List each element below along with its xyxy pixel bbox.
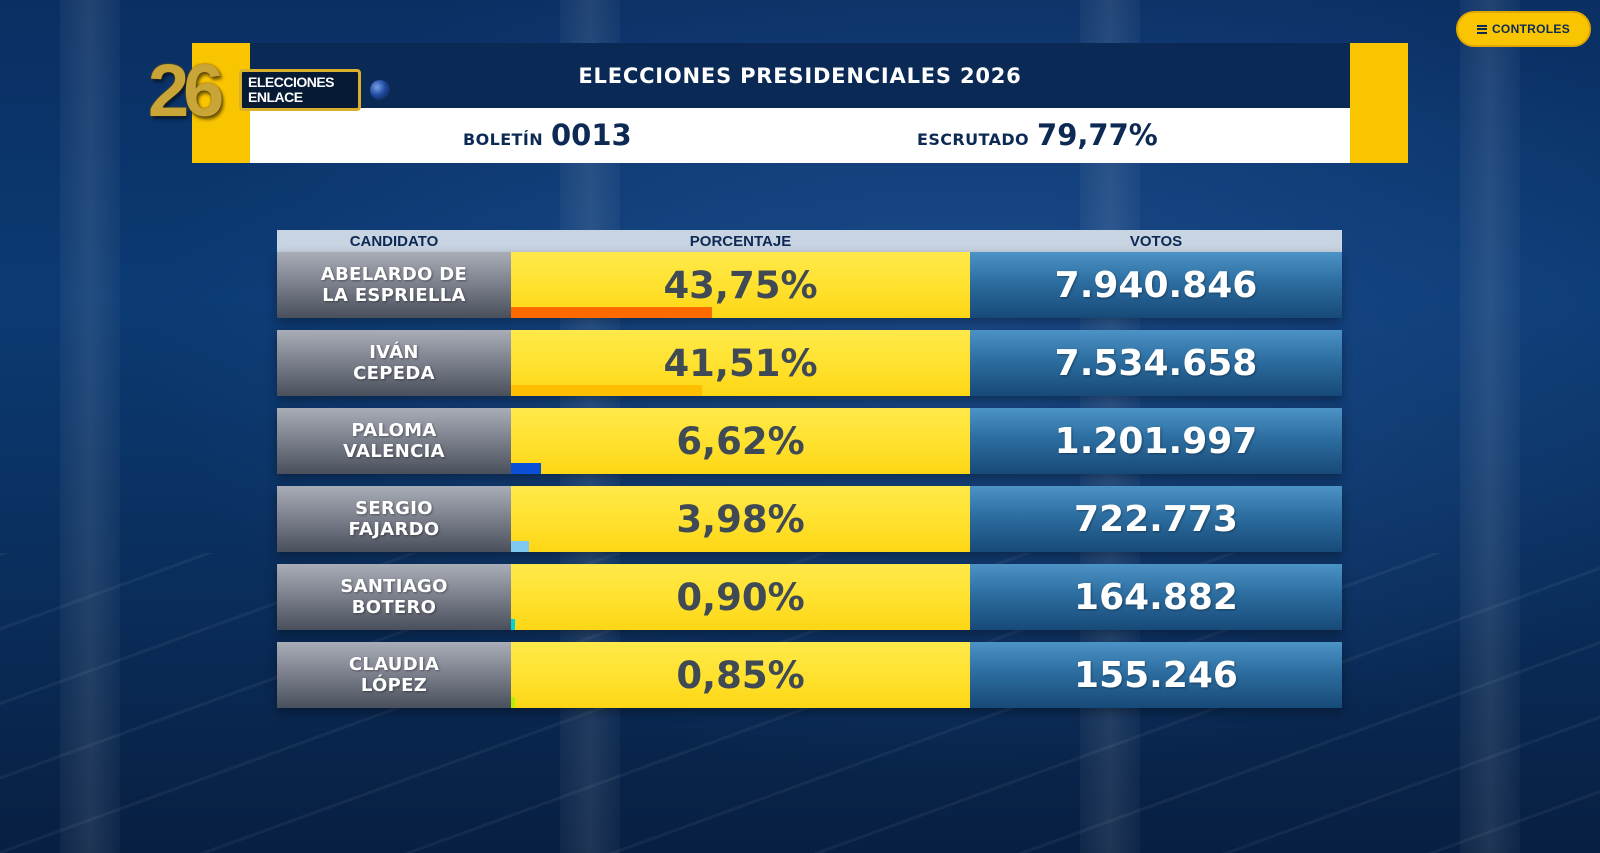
percentage-bar bbox=[511, 385, 702, 396]
logo-text-box: ELECCIONES ENLACE bbox=[239, 69, 361, 111]
escrutado-value: 79,77% bbox=[1037, 118, 1158, 152]
votes-value: 7.534.658 bbox=[970, 330, 1342, 396]
percentage-value: 43,75% bbox=[663, 264, 818, 307]
boletin-label: BOLETÍN bbox=[463, 130, 543, 149]
percentage-cell: 3,98% bbox=[511, 486, 970, 552]
logo-globe-icon bbox=[370, 80, 390, 100]
escrutado-label: ESCRUTADO bbox=[917, 130, 1030, 149]
percentage-cell: 0,90% bbox=[511, 564, 970, 630]
percentage-bar bbox=[511, 307, 712, 318]
table-row: PALOMA VALENCIA 6,62% 1.201.997 bbox=[277, 408, 1342, 474]
candidate-name: SERGIO FAJARDO bbox=[277, 486, 511, 552]
candidate-name: PALOMA VALENCIA bbox=[277, 408, 511, 474]
percentage-value: 0,90% bbox=[676, 576, 805, 619]
table-row: ABELARDO DE LA ESPRIELLA 43,75% 7.940.84… bbox=[277, 252, 1342, 318]
controls-button[interactable]: CONTROLES bbox=[1456, 11, 1591, 47]
page-title: ELECCIONES PRESIDENCIALES 2026 bbox=[250, 43, 1350, 108]
percentage-bar bbox=[511, 463, 542, 474]
logo-line1: ELECCIONES bbox=[248, 74, 335, 90]
results-table-header: CANDIDATO PORCENTAJE VOTOS bbox=[277, 230, 1342, 252]
votes-value: 722.773 bbox=[970, 486, 1342, 552]
boletin-info: BOLETÍN 0013 bbox=[463, 108, 632, 163]
candidate-name-line2: FAJARDO bbox=[348, 519, 440, 540]
logo-number: 26 bbox=[148, 49, 224, 132]
candidate-name-line2: LA ESPRIELLA bbox=[322, 285, 466, 306]
controls-button-label: CONTROLES bbox=[1491, 22, 1571, 36]
table-row: SANTIAGO BOTERO 0,90% 164.882 bbox=[277, 564, 1342, 630]
candidate-name-line2: BOTERO bbox=[351, 597, 437, 618]
candidate-name: ABELARDO DE LA ESPRIELLA bbox=[277, 252, 511, 318]
candidate-name-line1: IVÁN bbox=[369, 342, 419, 363]
percentage-value: 41,51% bbox=[663, 342, 818, 385]
table-row: SERGIO FAJARDO 3,98% 722.773 bbox=[277, 486, 1342, 552]
logo: 26 ELECCIONES ENLACE bbox=[148, 52, 398, 130]
votes-value: 1.201.997 bbox=[970, 408, 1342, 474]
percentage-cell: 43,75% bbox=[511, 252, 970, 318]
candidate-name-line1: PALOMA bbox=[351, 420, 437, 441]
column-header-candidato: CANDIDATO bbox=[349, 233, 439, 250]
percentage-bar bbox=[511, 619, 516, 630]
percentage-bar bbox=[511, 541, 530, 552]
logo-line2: ENLACE bbox=[248, 89, 303, 105]
boletin-value: 0013 bbox=[550, 118, 632, 152]
candidate-name-line1: SANTIAGO bbox=[340, 576, 448, 597]
candidate-name-line2: CEPEDA bbox=[353, 363, 435, 384]
column-header-votos: VOTOS bbox=[1129, 233, 1183, 250]
candidate-name-line1: ABELARDO DE bbox=[320, 264, 468, 285]
percentage-cell: 41,51% bbox=[511, 330, 970, 396]
table-row: IVÁN CEPEDA 41,51% 7.534.658 bbox=[277, 330, 1342, 396]
escrutado-info: ESCRUTADO 79,77% bbox=[917, 108, 1158, 163]
header-info-band: BOLETÍN 0013 ESCRUTADO 79,77% bbox=[250, 108, 1350, 163]
background-column bbox=[1460, 0, 1520, 853]
percentage-cell: 6,62% bbox=[511, 408, 970, 474]
candidate-name-line1: CLAUDIA bbox=[348, 654, 440, 675]
background-column bbox=[60, 0, 120, 853]
table-row: CLAUDIA LÓPEZ 0,85% 155.246 bbox=[277, 642, 1342, 708]
candidate-name-line2: VALENCIA bbox=[343, 441, 445, 462]
percentage-value: 6,62% bbox=[676, 420, 805, 463]
menu-icon bbox=[1476, 24, 1487, 34]
percentage-cell: 0,85% bbox=[511, 642, 970, 708]
column-header-porcentaje: PORCENTAJE bbox=[689, 233, 792, 250]
candidate-name-line1: SERGIO bbox=[355, 498, 433, 519]
votes-value: 164.882 bbox=[970, 564, 1342, 630]
votes-value: 7.940.846 bbox=[970, 252, 1342, 318]
percentage-bar bbox=[511, 697, 515, 708]
candidate-name: SANTIAGO BOTERO bbox=[277, 564, 511, 630]
candidate-name: IVÁN CEPEDA bbox=[277, 330, 511, 396]
votes-value: 155.246 bbox=[970, 642, 1342, 708]
percentage-value: 0,85% bbox=[676, 654, 805, 697]
header-right-accent bbox=[1350, 43, 1408, 163]
candidate-name-line2: LÓPEZ bbox=[360, 675, 428, 696]
candidate-name: CLAUDIA LÓPEZ bbox=[277, 642, 511, 708]
percentage-value: 3,98% bbox=[676, 498, 805, 541]
